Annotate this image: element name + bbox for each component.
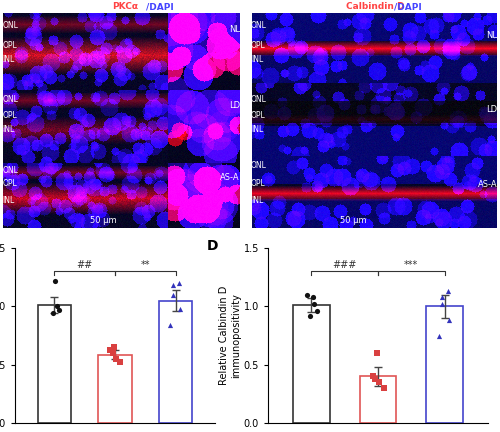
Point — [372, 375, 380, 382]
Point — [303, 291, 311, 298]
Text: INL: INL — [251, 126, 263, 134]
Text: /DAPI: /DAPI — [146, 2, 174, 11]
Point — [438, 301, 446, 308]
Bar — [159, 301, 192, 423]
Point — [176, 305, 184, 312]
Text: ONL: ONL — [251, 161, 267, 169]
Point — [175, 280, 183, 286]
Text: /DAPI: /DAPI — [394, 2, 421, 11]
Point — [170, 291, 177, 298]
Text: OPL: OPL — [2, 178, 17, 187]
Text: LD: LD — [486, 105, 498, 114]
Point — [49, 310, 57, 317]
Point — [369, 373, 377, 380]
Point — [438, 294, 446, 301]
Bar — [98, 355, 132, 423]
Text: ONL: ONL — [2, 95, 18, 105]
Point — [308, 294, 316, 301]
Text: AS-A: AS-A — [220, 174, 240, 182]
Text: 50 μm: 50 μm — [340, 216, 366, 225]
Text: AS-A: AS-A — [478, 181, 498, 190]
Point — [306, 312, 314, 319]
Point — [446, 317, 454, 324]
Text: A: A — [2, 2, 12, 15]
Point — [116, 359, 124, 366]
Text: 50 μm: 50 μm — [90, 216, 117, 225]
Text: OPL: OPL — [2, 41, 17, 50]
Point — [374, 379, 382, 386]
Text: ONL: ONL — [251, 20, 267, 29]
Text: NL: NL — [486, 31, 498, 39]
Bar — [426, 306, 463, 423]
Text: ONL: ONL — [2, 165, 18, 175]
Point — [112, 356, 120, 362]
Point — [170, 282, 177, 289]
Bar — [360, 376, 397, 423]
Bar — [293, 305, 330, 423]
Text: PKCα: PKCα — [112, 2, 138, 11]
Point — [53, 303, 61, 310]
Text: D: D — [206, 239, 218, 253]
Text: ##: ## — [76, 260, 93, 270]
Bar — [38, 305, 71, 423]
Point — [110, 344, 118, 351]
Point — [435, 332, 443, 339]
Text: OPL: OPL — [251, 41, 266, 50]
Text: C: C — [251, 2, 260, 15]
Point — [444, 288, 452, 295]
Text: OPL: OPL — [251, 178, 266, 187]
Text: INL: INL — [2, 196, 15, 204]
Text: INL: INL — [2, 126, 15, 134]
Text: **: ** — [140, 260, 150, 270]
Text: INL: INL — [2, 55, 15, 64]
Text: NL: NL — [229, 25, 240, 35]
Text: ONL: ONL — [2, 20, 18, 29]
Text: ONL: ONL — [251, 95, 267, 105]
Text: LD: LD — [229, 101, 240, 109]
Text: ###: ### — [332, 260, 357, 270]
Point — [310, 301, 318, 308]
Text: OPL: OPL — [251, 111, 266, 120]
Point — [380, 384, 388, 391]
Point — [56, 306, 64, 313]
Text: ***: *** — [404, 260, 418, 270]
Point — [106, 346, 114, 353]
Point — [108, 349, 116, 356]
Point — [166, 321, 174, 328]
Y-axis label: Relative Calbindin D
immunopositivity: Relative Calbindin D immunopositivity — [219, 286, 241, 385]
Text: Calbindin D: Calbindin D — [346, 2, 404, 11]
Text: OPL: OPL — [2, 111, 17, 120]
Point — [52, 277, 60, 284]
Text: INL: INL — [251, 55, 263, 64]
Text: INL: INL — [251, 196, 263, 204]
Point — [374, 349, 382, 356]
Point — [312, 308, 320, 314]
